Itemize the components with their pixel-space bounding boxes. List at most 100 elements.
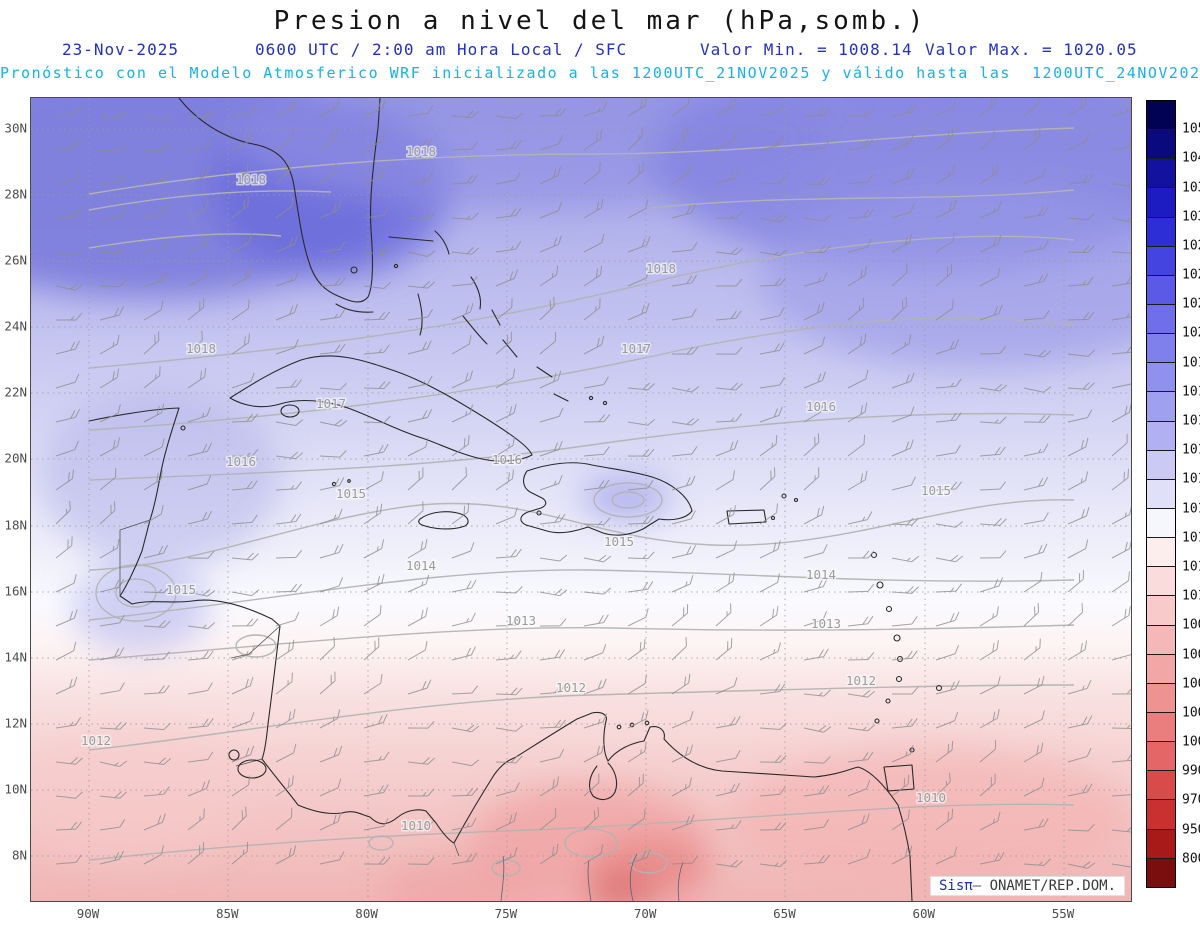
isobar-label: 1016	[806, 399, 836, 414]
wind-barb	[407, 607, 428, 627]
wind-barb	[539, 474, 563, 491]
wind-barb	[979, 811, 1001, 831]
wind-barb	[715, 413, 743, 423]
wind-barb	[539, 265, 559, 287]
isobar-label: 1015	[336, 486, 366, 501]
isobar-label: 1014	[806, 567, 836, 582]
lon-tick-label: 60W	[912, 906, 936, 921]
wind-barb	[935, 199, 957, 219]
wind-barb	[1067, 539, 1089, 559]
wind-barb	[715, 716, 741, 729]
wind-barb	[803, 245, 831, 254]
colorbar-segment	[1147, 246, 1175, 276]
wind-barb	[1023, 167, 1046, 185]
wind-barb	[759, 434, 778, 457]
wind-barb	[187, 235, 210, 253]
wind-barb	[495, 724, 524, 732]
wind-barb	[803, 544, 828, 559]
wind-barb	[407, 574, 430, 593]
wind-barb	[407, 538, 428, 559]
wind-barb	[847, 615, 874, 627]
wind-barb	[1111, 139, 1131, 151]
isobar-label: 1015	[604, 534, 634, 549]
colorbar-tick-label: 1016	[1182, 442, 1200, 458]
wind-barb	[99, 578, 125, 593]
wind-barb	[407, 857, 435, 865]
wind-barb	[539, 108, 567, 117]
wind-barb	[979, 201, 1002, 219]
wind-barb	[451, 212, 479, 220]
wind-barb	[275, 379, 302, 389]
wind-barb	[319, 450, 347, 458]
wind-barb	[55, 500, 71, 525]
wind-barb	[275, 451, 304, 460]
isobar-label: 1012	[81, 733, 111, 748]
wind-barb	[319, 671, 336, 695]
wind-barb	[627, 581, 654, 593]
wind-barb	[231, 372, 255, 389]
wind-barb	[1111, 468, 1129, 491]
wind-barb	[935, 481, 963, 491]
wind-barb	[1067, 245, 1095, 254]
wind-barb	[187, 199, 209, 219]
wind-barb	[803, 819, 830, 831]
value-min-label: Valor Min. = 1008.14	[700, 40, 913, 59]
wind-barb	[231, 552, 259, 561]
wind-barb	[55, 340, 80, 355]
wind-barb	[847, 209, 874, 219]
wind-barb	[847, 402, 868, 423]
wind-barb	[319, 636, 335, 661]
wind-barb	[715, 638, 733, 661]
wind-barb	[803, 177, 831, 186]
wind-barb	[1023, 858, 1051, 866]
wind-barb	[715, 505, 736, 525]
wind-barb	[187, 268, 209, 287]
wind-barb	[495, 586, 523, 594]
wind-barb	[583, 678, 607, 695]
wind-barb	[671, 98, 690, 117]
wind-barb	[891, 233, 913, 253]
wind-barb	[671, 710, 694, 729]
wind-barb	[671, 574, 694, 593]
wind-barb	[1111, 752, 1131, 763]
lat-tick-label: 18N	[4, 517, 27, 533]
wind-barb	[847, 751, 874, 763]
wind-barb	[979, 550, 1007, 559]
wind-barb	[231, 589, 260, 597]
wind-barb	[319, 812, 342, 831]
lon-tick-label: 75W	[494, 906, 518, 921]
wind-barb	[671, 274, 698, 287]
wind-barb	[451, 612, 476, 627]
isobar-label: 1014	[406, 558, 436, 573]
wind-barb	[539, 166, 562, 185]
wind-barb	[1111, 571, 1130, 593]
wind-barb	[231, 104, 258, 117]
wind-barb	[407, 375, 433, 389]
colorbar-segment	[1147, 421, 1175, 451]
colorbar-tick-label: 1022	[1182, 296, 1200, 312]
wind-barb	[627, 126, 643, 151]
wind-barb	[759, 467, 776, 491]
wind-barb	[759, 605, 779, 627]
wind-barb	[539, 588, 568, 597]
wind-barb	[891, 476, 916, 491]
wind-barb	[627, 709, 649, 729]
wind-barb	[275, 271, 299, 287]
wind-barb	[407, 820, 434, 831]
isobar-label: 1012	[556, 680, 586, 695]
wind-barb	[759, 683, 786, 695]
wind-barb	[55, 821, 83, 831]
wind-barb	[275, 743, 297, 763]
wind-barb	[1023, 675, 1045, 695]
wind-barb	[319, 606, 340, 627]
wind-barb	[143, 172, 169, 185]
wind-barb	[935, 378, 962, 389]
wind-barb	[1067, 409, 1093, 423]
wind-barb	[759, 642, 781, 661]
colorbar-segment	[1147, 101, 1175, 131]
wind-barb	[979, 676, 1001, 695]
wind-barb	[1023, 476, 1049, 491]
wind-barb	[715, 131, 736, 151]
colorbar-tick-label: 1050	[1182, 121, 1200, 137]
wind-barb	[275, 481, 302, 491]
